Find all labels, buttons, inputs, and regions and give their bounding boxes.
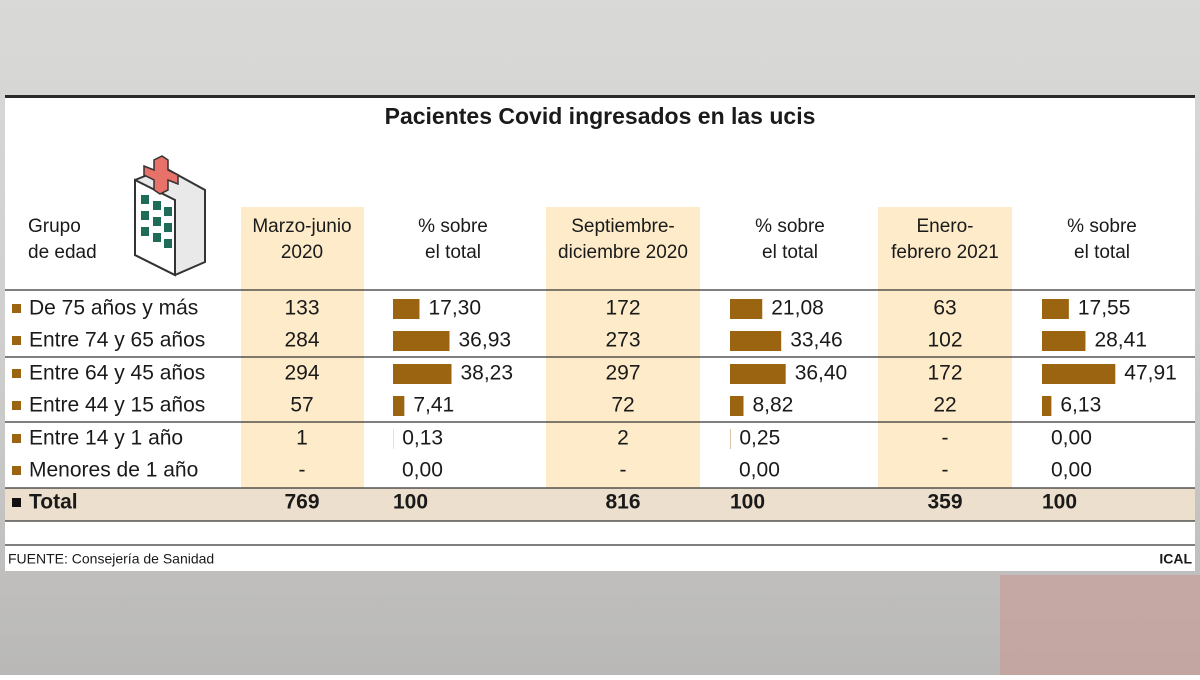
total-pct: 100 (1042, 491, 1077, 514)
pct-bar (730, 299, 762, 319)
row-bullet (12, 401, 21, 410)
column-header: Septiembre- (571, 216, 675, 237)
column-header: el total (1074, 242, 1130, 263)
total-pct: 100 (730, 491, 765, 514)
column-header: % sobre (1067, 216, 1137, 237)
row-bullet (12, 466, 21, 475)
count: 273 (605, 329, 640, 352)
count: 172 (605, 297, 640, 320)
credit: ICAL (1159, 551, 1192, 567)
pct-label: 47,91 (1124, 362, 1177, 385)
pct-label: 8,82 (752, 394, 793, 417)
pct-label: 33,46 (790, 329, 843, 352)
column-header: Grupo (28, 216, 81, 237)
pct-label: 0,13 (402, 427, 443, 450)
pct-label: 21,08 (771, 297, 824, 320)
column-header: diciembre 2020 (558, 242, 688, 263)
pct-bar (730, 364, 786, 384)
count: 294 (284, 362, 319, 385)
row-bullet (12, 434, 21, 443)
total-count: 769 (284, 491, 319, 514)
pct-label: 17,55 (1078, 297, 1131, 320)
pct-label: 0,00 (402, 459, 443, 482)
background-detail (1000, 575, 1200, 675)
column-header: de edad (28, 242, 97, 263)
title: Pacientes Covid ingresados en las ucis (385, 103, 816, 129)
count: - (942, 459, 949, 482)
row-bullet (12, 369, 21, 378)
count: 297 (605, 362, 640, 385)
count: 72 (611, 394, 634, 417)
pct-bar (730, 396, 743, 416)
column-header: Enero- (916, 216, 973, 237)
pct-bar (393, 396, 404, 416)
pct-bar (1042, 396, 1051, 416)
count: - (620, 459, 627, 482)
pct-label: 38,23 (460, 362, 513, 385)
pct-bar (393, 299, 419, 319)
column-header: Marzo-junio (252, 216, 351, 237)
row-label: Menores de 1 año (29, 459, 198, 482)
pct-label: 17,30 (428, 297, 481, 320)
total-row-bg (5, 488, 1195, 521)
pct-bar (1042, 364, 1115, 384)
row-label: Entre 64 y 45 años (29, 362, 205, 385)
total-pct: 100 (393, 491, 428, 514)
count: 2 (617, 427, 629, 450)
column-header: el total (762, 242, 818, 263)
row-label: Entre 44 y 15 años (29, 394, 205, 417)
count: - (942, 427, 949, 450)
total-count: 359 (927, 491, 962, 514)
column-header: % sobre (418, 216, 488, 237)
total-label: Total (29, 491, 78, 514)
count: 22 (933, 394, 956, 417)
pct-label: 0,00 (1051, 427, 1092, 450)
count: 284 (284, 329, 319, 352)
column-header: febrero 2021 (891, 242, 999, 263)
pct-label: 6,13 (1060, 394, 1101, 417)
count: 133 (284, 297, 319, 320)
count: 57 (290, 394, 313, 417)
column-header: 2020 (281, 242, 323, 263)
pct-bar (393, 331, 450, 351)
row-bullet (12, 304, 21, 313)
pct-label: 28,41 (1094, 329, 1147, 352)
pct-label: 36,40 (795, 362, 848, 385)
pct-label: 36,93 (459, 329, 512, 352)
row-label: Entre 14 y 1 año (29, 427, 183, 450)
count: 63 (933, 297, 956, 320)
row-label: Entre 74 y 65 años (29, 329, 205, 352)
panel-top-rule (5, 95, 1195, 98)
pct-label: 0,00 (1051, 459, 1092, 482)
pct-bar (1042, 331, 1085, 351)
row-label: De 75 años y más (29, 297, 198, 320)
count: - (299, 459, 306, 482)
pct-label: 0,00 (739, 459, 780, 482)
count: 1 (296, 427, 308, 450)
pct-bar (393, 364, 451, 384)
total-bullet (12, 498, 21, 507)
row-bullet (12, 336, 21, 345)
pct-label: 7,41 (413, 394, 454, 417)
total-count: 816 (605, 491, 640, 514)
count: 102 (927, 329, 962, 352)
pct-label: 0,25 (739, 427, 780, 450)
pct-bar (730, 331, 781, 351)
pct-bar (1042, 299, 1069, 319)
column-header: % sobre (755, 216, 825, 237)
count: 172 (927, 362, 962, 385)
source: FUENTE: Consejería de Sanidad (8, 551, 214, 567)
column-header: el total (425, 242, 481, 263)
